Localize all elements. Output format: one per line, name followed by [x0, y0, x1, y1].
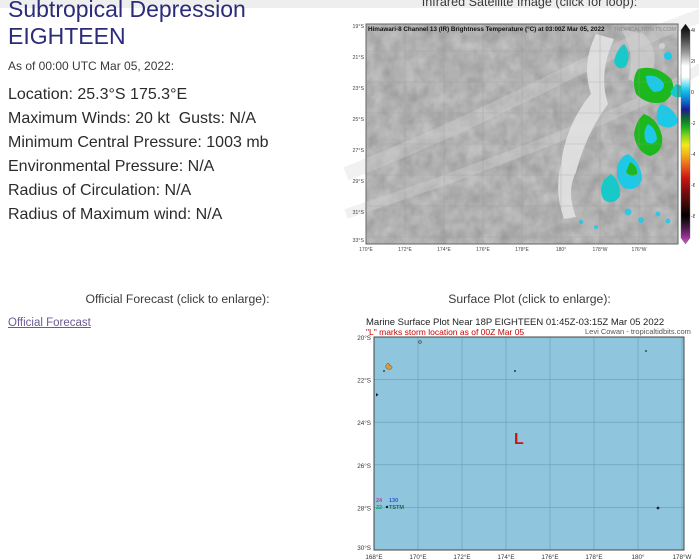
svg-text:170°E: 170°E	[359, 247, 373, 253]
svg-text:130: 130	[389, 498, 398, 504]
svg-text:28°S: 28°S	[357, 504, 371, 512]
svg-text:40: 40	[691, 28, 695, 34]
svg-text:30°S: 30°S	[357, 544, 371, 552]
svg-text:22: 22	[376, 505, 382, 511]
svg-text:22°S: 22°S	[357, 377, 371, 385]
svg-text:29°S: 29°S	[352, 179, 364, 185]
svg-text:26°S: 26°S	[357, 462, 371, 470]
svg-text:-40: -40	[691, 152, 695, 158]
svg-text:170°E: 170°E	[409, 553, 426, 559]
svg-text:178°W: 178°W	[673, 553, 692, 559]
svg-text:172°E: 172°E	[453, 553, 470, 559]
svg-text:20°S: 20°S	[357, 334, 371, 342]
svg-text:176°E: 176°E	[541, 553, 558, 559]
svg-text:19°S: 19°S	[352, 24, 364, 30]
svg-text:172°E: 172°E	[398, 247, 412, 253]
svg-text:178°W: 178°W	[592, 247, 607, 253]
svg-text:Himawari-8 Channel 13 (IR) Bri: Himawari-8 Channel 13 (IR) Brightness Te…	[368, 25, 605, 33]
svg-text:168°E: 168°E	[365, 553, 382, 559]
svg-text:TROPICALTIDBITS.COM: TROPICALTIDBITS.COM	[613, 27, 676, 33]
svg-text:33°S: 33°S	[352, 238, 364, 244]
svg-text:23°S: 23°S	[352, 86, 364, 92]
svg-text:24°S: 24°S	[357, 419, 371, 427]
svg-text:178°E: 178°E	[515, 247, 529, 253]
svg-text:-80: -80	[691, 214, 695, 220]
svg-text:L: L	[514, 431, 524, 448]
svg-text:-60: -60	[691, 183, 695, 189]
svg-text:24: 24	[376, 498, 383, 504]
svg-text:25°S: 25°S	[352, 117, 364, 123]
svg-text:27°S: 27°S	[352, 148, 364, 154]
svg-text:176°W: 176°W	[631, 247, 646, 253]
svg-text:174°E: 174°E	[497, 553, 514, 559]
svg-text:176°E: 176°E	[476, 247, 490, 253]
svg-text:180°: 180°	[556, 247, 566, 253]
svg-text:TSTM: TSTM	[389, 505, 404, 511]
svg-text:174°E: 174°E	[437, 247, 451, 253]
svg-text:20: 20	[691, 59, 695, 65]
svg-text:180°: 180°	[631, 553, 645, 559]
svg-text:31°S: 31°S	[352, 210, 364, 216]
svg-text:0: 0	[691, 90, 694, 96]
svg-text:21°S: 21°S	[352, 55, 364, 61]
svg-text:-20: -20	[691, 121, 695, 127]
svg-text:178°E: 178°E	[585, 553, 602, 559]
